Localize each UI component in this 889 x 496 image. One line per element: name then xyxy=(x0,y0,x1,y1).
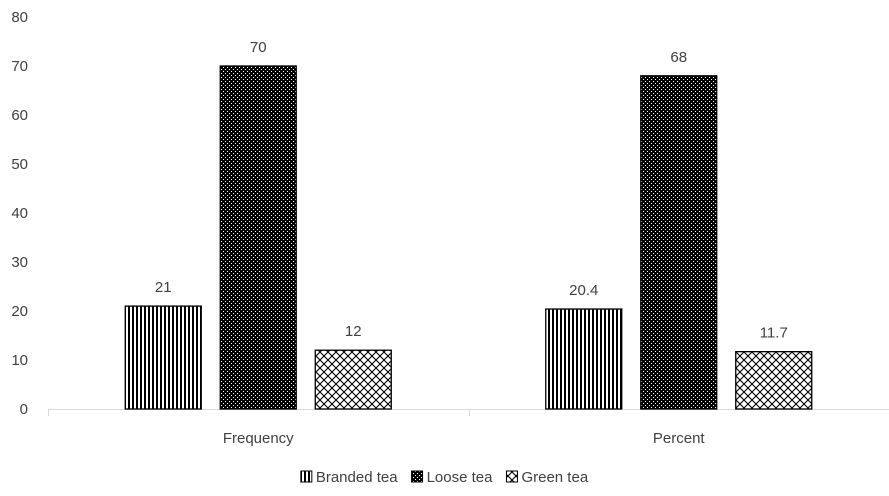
data-label: 11.7 xyxy=(760,325,788,342)
bar-branded-tea xyxy=(545,308,623,410)
legend-swatch xyxy=(411,470,424,483)
bar-green-tea xyxy=(314,349,392,410)
y-tick-label: 60 xyxy=(11,107,28,124)
legend-label: Branded tea xyxy=(316,469,398,486)
bar-loose-tea xyxy=(219,65,297,410)
data-label: 68 xyxy=(670,49,687,66)
data-label: 20.4 xyxy=(569,282,598,299)
y-tick-label: 40 xyxy=(11,205,28,222)
bar-green-tea xyxy=(735,351,813,410)
data-label: 70 xyxy=(250,39,267,56)
y-tick-label: 10 xyxy=(11,352,28,369)
data-label: 12 xyxy=(345,323,362,340)
bar-loose-tea xyxy=(640,75,718,410)
y-tick-label: 30 xyxy=(11,254,28,271)
x-category-label: Percent xyxy=(653,430,706,447)
y-tick-label: 80 xyxy=(11,9,28,26)
bar-branded-tea xyxy=(124,305,202,410)
y-tick-label: 0 xyxy=(20,401,28,418)
legend-label: Green tea xyxy=(521,469,588,486)
x-category-label: Frequency xyxy=(223,430,294,447)
y-tick-label: 50 xyxy=(11,156,28,173)
y-tick-label: 70 xyxy=(11,58,28,75)
legend-label: Loose tea xyxy=(427,469,494,486)
data-label: 21 xyxy=(155,279,172,296)
legend-swatch xyxy=(300,470,313,483)
y-tick-label: 20 xyxy=(11,303,28,320)
legend-swatch xyxy=(505,470,518,483)
